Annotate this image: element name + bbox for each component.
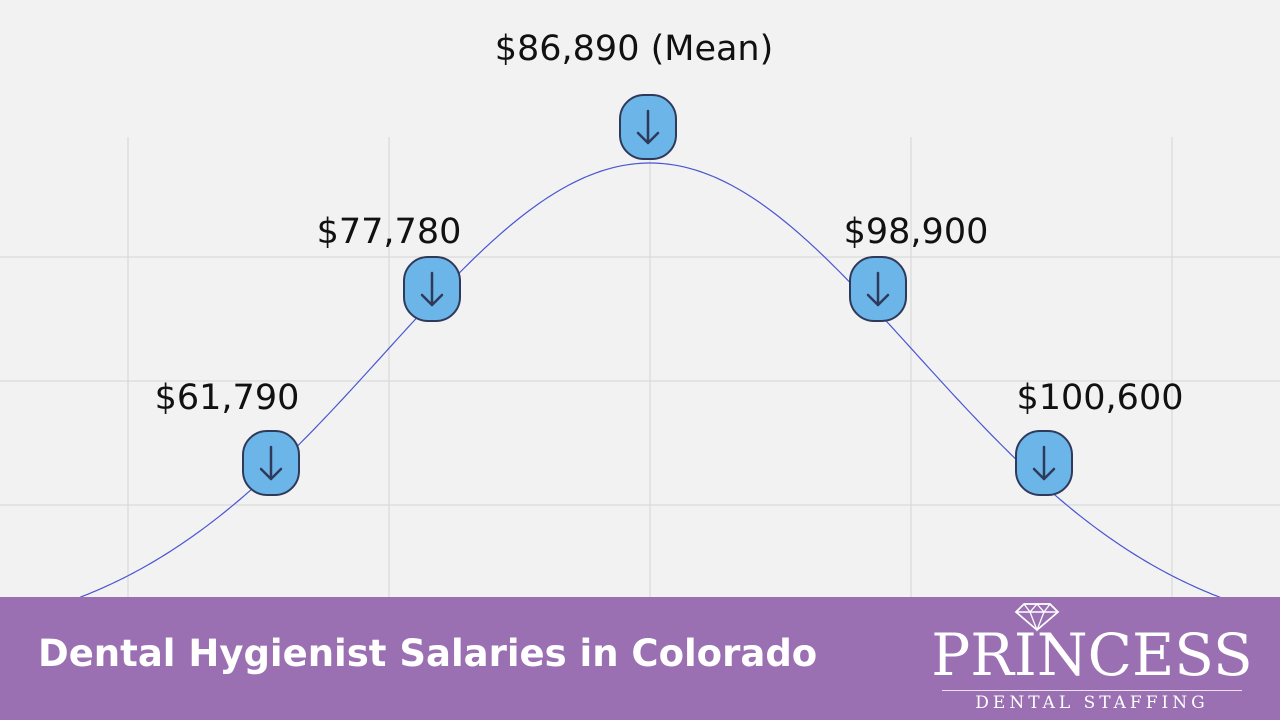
salary-label: $61,790 bbox=[155, 378, 300, 418]
diamond-icon bbox=[1014, 603, 1060, 632]
logo-subtitle: DENTAL STAFFING bbox=[975, 693, 1209, 713]
footer-banner bbox=[0, 597, 1280, 720]
arrow-down-icon bbox=[259, 445, 283, 481]
arrow-down-icon bbox=[866, 271, 890, 307]
logo-wordmark: PRINCESS bbox=[931, 621, 1253, 689]
page-title: Dental Hygienist Salaries in Colorado bbox=[38, 632, 818, 675]
chart-grid bbox=[0, 137, 1280, 597]
salary-markers: $61,790 $77,780 $86,890 (Mean) $98,900 $100,… bbox=[155, 29, 1184, 496]
arrow-down-icon bbox=[1032, 445, 1056, 481]
salary-label: $86,890 (Mean) bbox=[495, 29, 774, 69]
arrow-down-icon bbox=[420, 271, 444, 307]
salary-label: $98,900 bbox=[844, 212, 989, 252]
salary-label: $100,600 bbox=[1016, 378, 1183, 418]
arrow-down-icon bbox=[636, 109, 660, 145]
salary-label: $77,780 bbox=[317, 212, 462, 252]
logo-divider bbox=[942, 690, 1242, 691]
princess-logo: PRINCESS DENTAL STAFFING bbox=[912, 600, 1270, 718]
